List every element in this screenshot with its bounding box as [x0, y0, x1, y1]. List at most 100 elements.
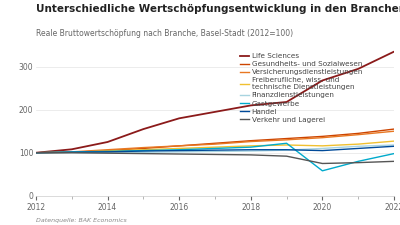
Verkehr und Lagerei — [105, 152, 110, 155]
Finanzdienstleistungen — [177, 151, 182, 153]
Gesundheits- und Sozialwesen — [248, 139, 253, 142]
Life Sciences — [320, 79, 325, 82]
Verkehr und Lagerei — [356, 161, 360, 164]
Gastgewerbe — [70, 151, 74, 153]
Freiberufliche, wiss. und
technische Dienstleistungen — [248, 144, 253, 147]
Finanzdienstleistungen — [213, 150, 218, 153]
Verkehr und Lagerei — [392, 160, 396, 163]
Verkehr und Lagerei — [284, 155, 289, 157]
Gastgewerbe — [248, 146, 253, 148]
Line: Handel: Handel — [36, 146, 394, 153]
Freiberufliche, wiss. und
technische Dienstleistungen — [105, 150, 110, 152]
Handel — [105, 151, 110, 153]
Handel — [284, 148, 289, 151]
Finanzdienstleistungen — [105, 151, 110, 154]
Gastgewerbe — [284, 142, 289, 145]
Freiberufliche, wiss. und
technische Dienstleistungen — [34, 151, 38, 154]
Gesundheits- und Sozialwesen — [392, 128, 396, 130]
Line: Versicherungsdienstleistungen: Versicherungsdienstleistungen — [36, 131, 394, 153]
Legend: Life Sciences, Gesundheits- und Sozialwesen, Versicherungsdienstleistungen, Frei: Life Sciences, Gesundheits- und Sozialwe… — [240, 53, 363, 123]
Versicherungsdienstleistungen — [141, 146, 146, 149]
Verkehr und Lagerei — [177, 153, 182, 155]
Freiberufliche, wiss. und
technische Dienstleistungen — [356, 143, 360, 146]
Life Sciences — [392, 50, 396, 53]
Gastgewerbe — [213, 147, 218, 150]
Gastgewerbe — [356, 160, 360, 163]
Gastgewerbe — [392, 152, 396, 155]
Verkehr und Lagerei — [213, 153, 218, 156]
Verkehr und Lagerei — [320, 162, 325, 165]
Finanzdienstleistungen — [141, 151, 146, 154]
Gastgewerbe — [34, 151, 38, 154]
Line: Verkehr und Lagerei: Verkehr und Lagerei — [36, 153, 394, 164]
Freiberufliche, wiss. und
technische Dienstleistungen — [177, 147, 182, 150]
Finanzdienstleistungen — [284, 149, 289, 151]
Versicherungsdienstleistungen — [213, 143, 218, 146]
Finanzdienstleistungen — [320, 147, 325, 150]
Life Sciences — [70, 148, 74, 151]
Gesundheits- und Sozialwesen — [177, 144, 182, 147]
Verkehr und Lagerei — [70, 151, 74, 154]
Life Sciences — [356, 68, 360, 70]
Gesundheits- und Sozialwesen — [141, 147, 146, 150]
Line: Freiberufliche, wiss. und
technische Dienstleistungen: Freiberufliche, wiss. und technische Die… — [36, 141, 394, 153]
Life Sciences — [284, 101, 289, 103]
Finanzdienstleistungen — [392, 144, 396, 146]
Text: Unterschiedliche Wertschöpfungsentwicklung in den Branchen: Unterschiedliche Wertschöpfungsentwicklu… — [36, 4, 400, 14]
Gesundheits- und Sozialwesen — [284, 137, 289, 140]
Handel — [248, 148, 253, 151]
Life Sciences — [248, 104, 253, 107]
Versicherungsdienstleistungen — [105, 148, 110, 151]
Freiberufliche, wiss. und
technische Dienstleistungen — [392, 140, 396, 142]
Line: Life Sciences: Life Sciences — [36, 52, 394, 153]
Versicherungsdienstleistungen — [177, 144, 182, 147]
Handel — [356, 147, 360, 150]
Life Sciences — [34, 151, 38, 154]
Gesundheits- und Sozialwesen — [356, 132, 360, 135]
Handel — [141, 150, 146, 152]
Text: Reale Bruttowertschöpfung nach Branche, Basel-Stadt (2012=100): Reale Bruttowertschöpfung nach Branche, … — [36, 29, 293, 38]
Text: Datenquelle: BAK Economics: Datenquelle: BAK Economics — [36, 218, 127, 223]
Freiberufliche, wiss. und
technische Dienstleistungen — [320, 144, 325, 147]
Gesundheits- und Sozialwesen — [320, 135, 325, 138]
Finanzdienstleistungen — [248, 150, 253, 152]
Handel — [34, 151, 38, 154]
Life Sciences — [177, 117, 182, 120]
Life Sciences — [141, 128, 146, 130]
Gastgewerbe — [141, 149, 146, 152]
Versicherungsdienstleistungen — [320, 136, 325, 139]
Versicherungsdienstleistungen — [284, 138, 289, 141]
Line: Finanzdienstleistungen: Finanzdienstleistungen — [36, 145, 394, 153]
Versicherungsdienstleistungen — [392, 130, 396, 133]
Gastgewerbe — [177, 148, 182, 151]
Freiberufliche, wiss. und
technische Dienstleistungen — [70, 151, 74, 154]
Line: Gastgewerbe: Gastgewerbe — [36, 143, 394, 171]
Handel — [213, 149, 218, 151]
Verkehr und Lagerei — [34, 151, 38, 154]
Handel — [177, 149, 182, 152]
Gastgewerbe — [105, 150, 110, 153]
Handel — [320, 149, 325, 152]
Freiberufliche, wiss. und
technische Dienstleistungen — [213, 146, 218, 148]
Life Sciences — [105, 141, 110, 143]
Gesundheits- und Sozialwesen — [70, 151, 74, 154]
Line: Gesundheits- und Sozialwesen: Gesundheits- und Sozialwesen — [36, 129, 394, 153]
Versicherungsdienstleistungen — [248, 140, 253, 143]
Finanzdienstleistungen — [356, 145, 360, 148]
Finanzdienstleistungen — [70, 151, 74, 154]
Versicherungsdienstleistungen — [356, 133, 360, 136]
Life Sciences — [213, 110, 218, 113]
Versicherungsdienstleistungen — [70, 151, 74, 153]
Handel — [70, 151, 74, 154]
Gastgewerbe — [320, 169, 325, 172]
Freiberufliche, wiss. und
technische Dienstleistungen — [141, 148, 146, 151]
Finanzdienstleistungen — [34, 151, 38, 154]
Verkehr und Lagerei — [248, 153, 253, 156]
Gesundheits- und Sozialwesen — [34, 151, 38, 154]
Gesundheits- und Sozialwesen — [105, 149, 110, 152]
Handel — [392, 145, 396, 148]
Freiberufliche, wiss. und
technische Dienstleistungen — [284, 144, 289, 146]
Verkehr und Lagerei — [141, 152, 146, 155]
Versicherungsdienstleistungen — [34, 151, 38, 154]
Gesundheits- und Sozialwesen — [213, 142, 218, 145]
